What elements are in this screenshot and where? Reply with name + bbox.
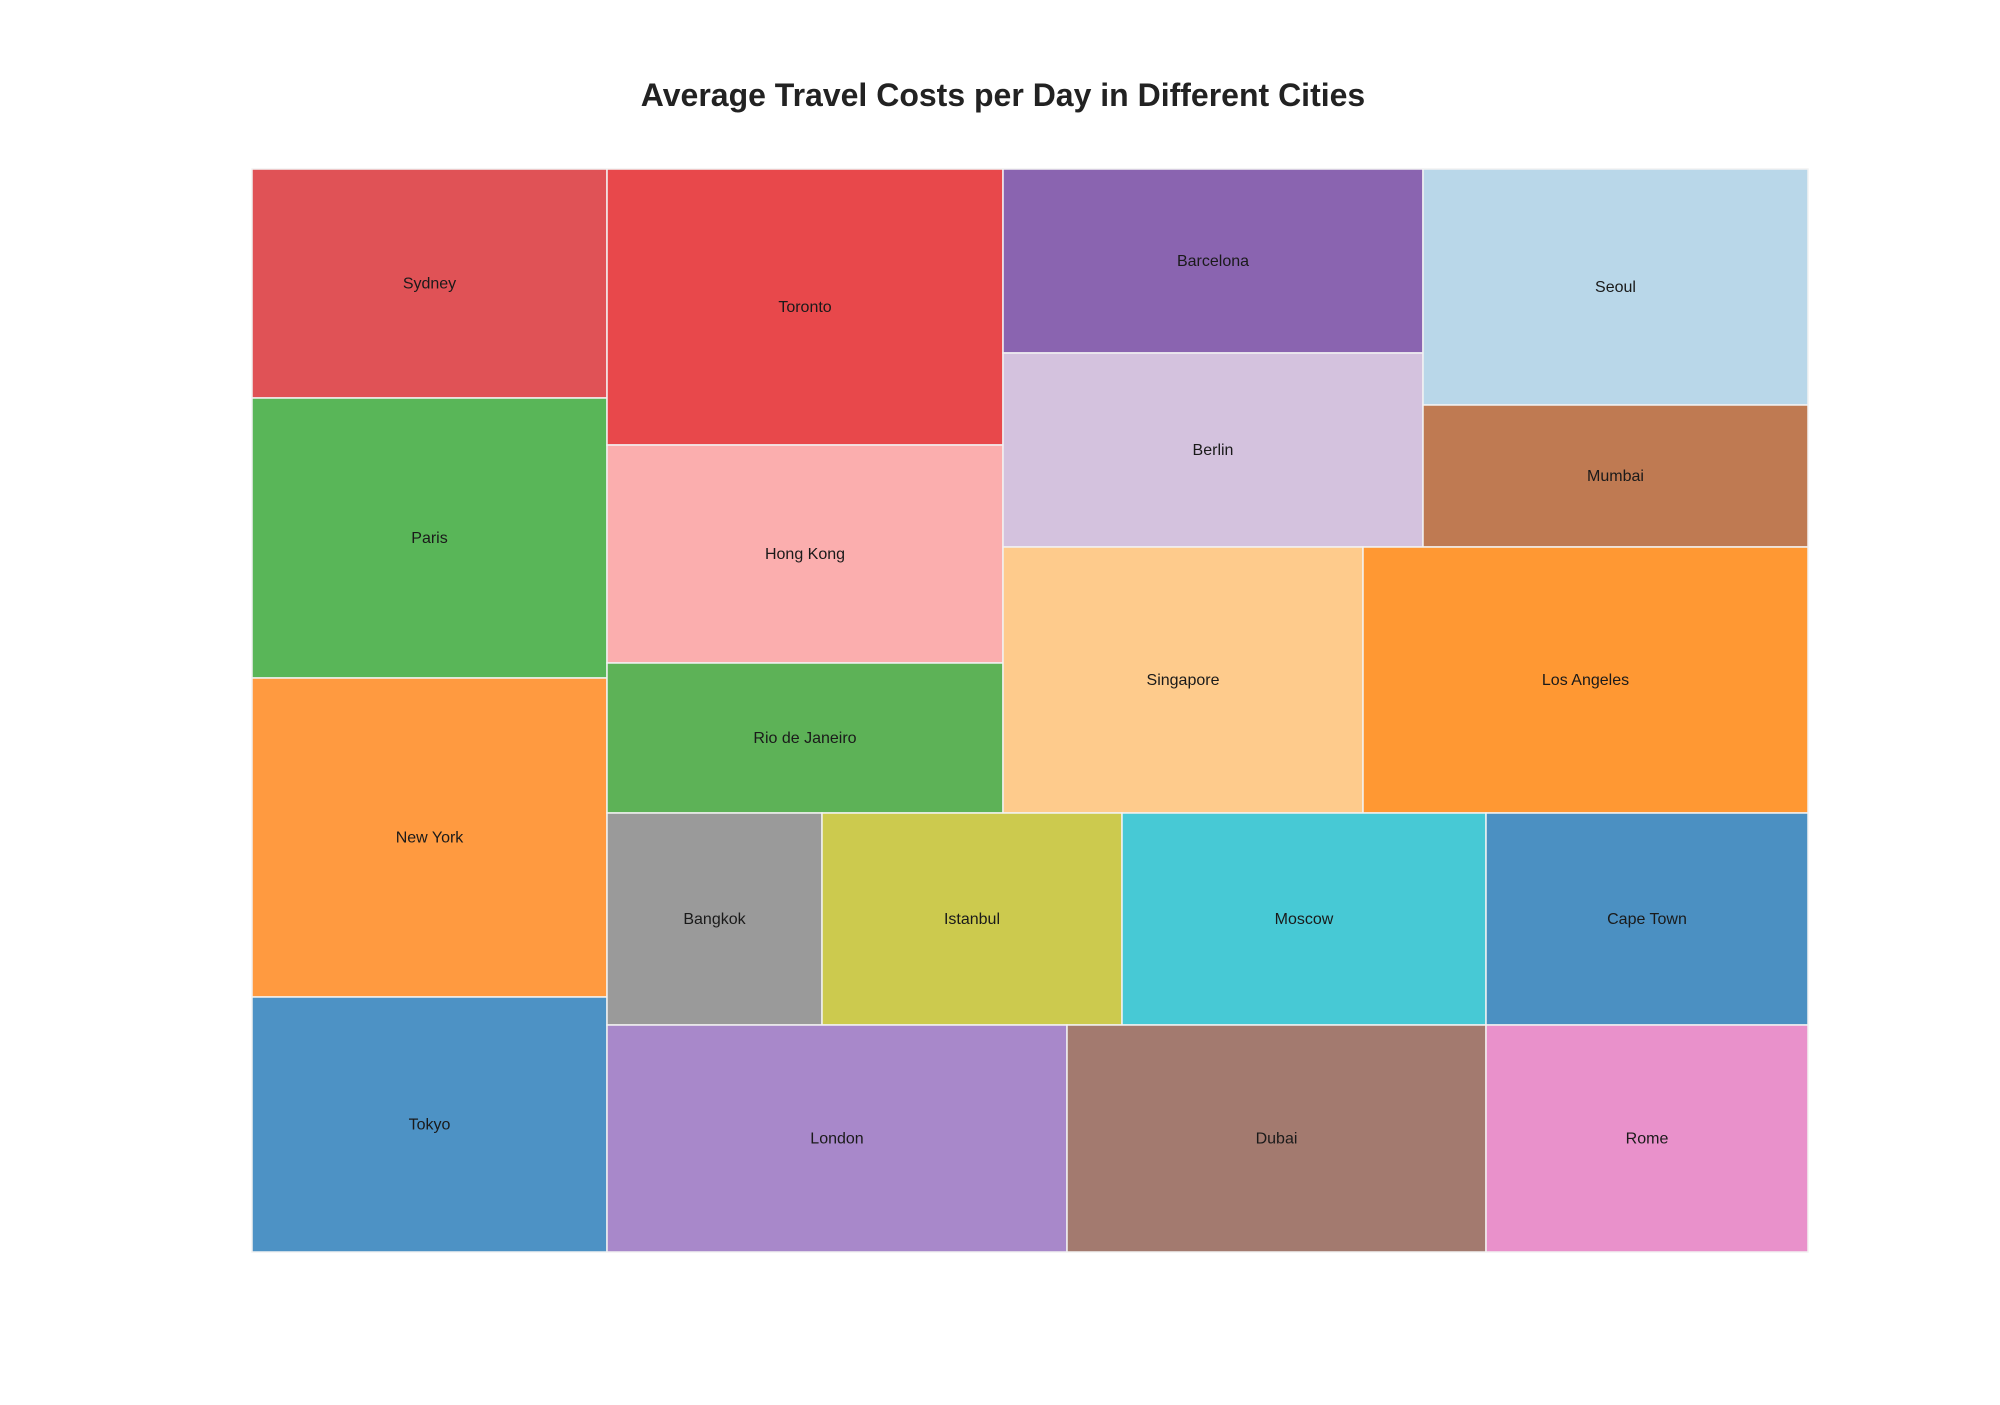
treemap-cells: Sydney Paris New York Tokyo Toronto Hong Kong…	[251, 168, 1809, 1253]
tile-dubai[interactable]: Dubai	[1066, 1024, 1487, 1253]
tile-london[interactable]: London	[606, 1024, 1068, 1253]
tile-rio-de-janeiro[interactable]: Rio de Janeiro	[606, 662, 1004, 814]
tile-label-seoul: Seoul	[1595, 279, 1636, 296]
tile-rect-hong-kong[interactable]	[606, 444, 1004, 664]
tile-rect-istanbul[interactable]	[821, 812, 1123, 1026]
tile-bangkok[interactable]: Bangkok	[606, 812, 823, 1026]
tile-label-cape-town: Cape Town	[1607, 911, 1687, 928]
tile-label-barcelona: Barcelona	[1177, 253, 1249, 270]
tile-sydney[interactable]: Sydney	[251, 168, 608, 399]
tile-label-singapore: Singapore	[1147, 672, 1220, 689]
tile-berlin[interactable]: Berlin	[1002, 352, 1424, 548]
tile-label-new-york: New York	[396, 830, 465, 847]
tile-label-los-angeles: Los Angeles	[1542, 672, 1629, 689]
tile-rect-rome[interactable]	[1485, 1024, 1809, 1253]
tile-rect-seoul[interactable]	[1422, 168, 1809, 406]
tile-rect-sydney[interactable]	[251, 168, 608, 399]
tile-label-paris: Paris	[411, 530, 447, 547]
tile-rect-los-angeles[interactable]	[1362, 546, 1809, 814]
tile-label-tokyo: Tokyo	[409, 1117, 451, 1134]
tile-seoul[interactable]: Seoul	[1422, 168, 1809, 406]
tile-rect-london[interactable]	[606, 1024, 1068, 1253]
tile-label-hong-kong: Hong Kong	[765, 546, 845, 563]
tile-rect-singapore[interactable]	[1002, 546, 1364, 814]
tile-label-rome: Rome	[1626, 1131, 1669, 1148]
tile-label-bangkok: Bangkok	[683, 911, 746, 928]
tile-label-rio-de-janeiro: Rio de Janeiro	[753, 730, 856, 747]
tile-paris[interactable]: Paris	[251, 397, 608, 679]
tile-tokyo[interactable]: Tokyo	[251, 996, 608, 1253]
tile-hong-kong[interactable]: Hong Kong	[606, 444, 1004, 664]
tile-label-mumbai: Mumbai	[1587, 468, 1644, 485]
tile-label-sydney: Sydney	[403, 276, 456, 293]
tile-rect-barcelona[interactable]	[1002, 168, 1424, 354]
tile-barcelona[interactable]: Barcelona	[1002, 168, 1424, 354]
tile-rect-mumbai[interactable]	[1422, 404, 1809, 548]
tile-rect-paris[interactable]	[251, 397, 608, 679]
tile-label-dubai: Dubai	[1256, 1131, 1298, 1148]
tile-new-york[interactable]: New York	[251, 677, 608, 998]
tile-label-moscow: Moscow	[1275, 911, 1334, 928]
tile-moscow[interactable]: Moscow	[1121, 812, 1487, 1026]
tile-istanbul[interactable]: Istanbul	[821, 812, 1123, 1026]
tile-mumbai[interactable]: Mumbai	[1422, 404, 1809, 548]
chart-title: Average Travel Costs per Day in Differen…	[641, 77, 1365, 113]
tile-rect-bangkok[interactable]	[606, 812, 823, 1026]
tile-los-angeles[interactable]: Los Angeles	[1362, 546, 1809, 814]
tile-rome[interactable]: Rome	[1485, 1024, 1809, 1253]
tile-rect-tokyo[interactable]	[251, 996, 608, 1253]
tile-rect-cape-town[interactable]	[1485, 812, 1809, 1026]
tile-rect-moscow[interactable]	[1121, 812, 1487, 1026]
tile-label-london: London	[810, 1131, 863, 1148]
tile-label-berlin: Berlin	[1193, 442, 1234, 459]
tile-cape-town[interactable]: Cape Town	[1485, 812, 1809, 1026]
tile-label-toronto: Toronto	[778, 299, 831, 316]
tile-label-istanbul: Istanbul	[944, 911, 1000, 928]
tile-rect-dubai[interactable]	[1066, 1024, 1487, 1253]
tile-rect-toronto[interactable]	[606, 168, 1004, 446]
tile-toronto[interactable]: Toronto	[606, 168, 1004, 446]
tile-singapore[interactable]: Singapore	[1002, 546, 1364, 814]
tile-rect-rio-de-janeiro[interactable]	[606, 662, 1004, 814]
tile-rect-new-york[interactable]	[251, 677, 608, 998]
